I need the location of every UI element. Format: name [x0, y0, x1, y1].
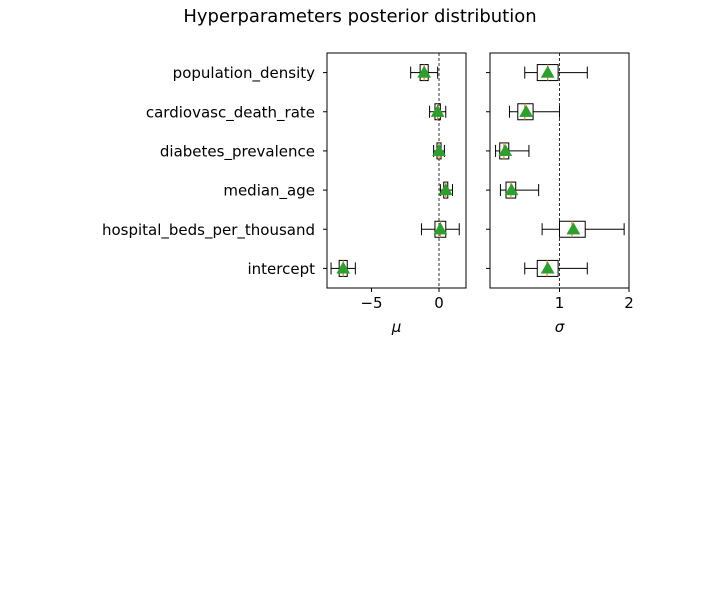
- box-mu-intercept: [330, 259, 356, 277]
- mean-marker: [430, 104, 445, 117]
- box-sigma-intercept: [524, 259, 588, 277]
- category-label-population-density: population_density: [173, 64, 315, 83]
- mean-marker: [438, 183, 453, 196]
- mean-marker: [432, 143, 446, 157]
- mean-marker: [504, 183, 519, 196]
- category-label-intercept: intercept: [248, 260, 316, 278]
- box-sigma-population-density: [524, 64, 588, 82]
- xtick-label-mu: 0: [434, 294, 444, 312]
- box-mu-median-age: [438, 181, 454, 199]
- xlabel-mu: μ: [391, 318, 402, 336]
- mean-marker: [417, 65, 432, 78]
- mean-marker: [566, 222, 581, 235]
- box-sigma-median-age: [499, 181, 540, 199]
- box-mu-cardiovasc-death-rate: [429, 103, 447, 121]
- box-sigma-cardiovasc-death-rate: [508, 103, 560, 121]
- mean-marker: [336, 261, 351, 274]
- box-iqr: [536, 259, 559, 277]
- box-sigma-hospital-beds-per-thousand: [541, 220, 625, 238]
- box-mu-population-density: [410, 64, 439, 82]
- panel-mu: −5 0 μ: [323, 52, 467, 336]
- mean-marker: [433, 222, 448, 235]
- category-label-cardiovasc-death-rate: cardiovasc_death_rate: [146, 103, 315, 122]
- xtick-label-mu: −5: [360, 294, 382, 312]
- category-label-median-age: median_age: [223, 182, 315, 201]
- mean-marker: [540, 261, 555, 274]
- box-sigma-diabetes-prevalence: [495, 142, 530, 160]
- box-iqr: [517, 103, 534, 121]
- mean-marker: [519, 104, 534, 117]
- mean-marker: [498, 143, 513, 157]
- category-label-diabetes-prevalence: diabetes_prevalence: [160, 142, 315, 161]
- axes-frame-mu: [326, 52, 467, 289]
- category-labels: population_density cardiovasc_death_rated…: [102, 64, 315, 278]
- xtick-label-sigma: 2: [624, 294, 634, 312]
- xtick-label-sigma: 1: [555, 294, 565, 312]
- figure-title: Hyperparameters posterior distribution: [183, 6, 536, 27]
- mean-marker: [540, 65, 555, 78]
- box-mu-hospital-beds-per-thousand: [420, 220, 460, 238]
- category-label-hospital-beds-per-thousand: hospital_beds_per_thousand: [102, 221, 315, 240]
- box-mu-diabetes-prevalence: [432, 142, 446, 160]
- panel-sigma: 1 2 σ: [486, 52, 634, 336]
- xlabel-sigma: σ: [555, 318, 565, 336]
